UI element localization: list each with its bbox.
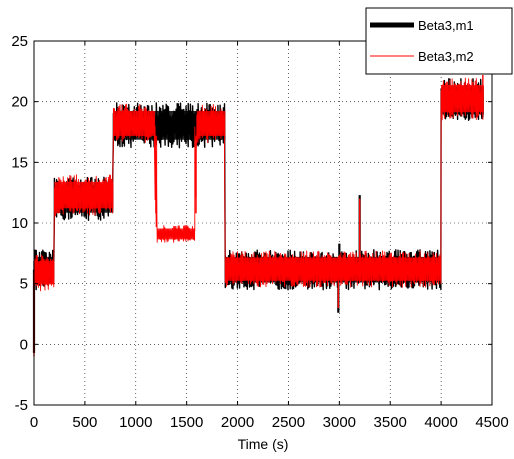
y-tick-label: 25	[11, 33, 28, 50]
series-band	[157, 228, 195, 240]
series-band	[441, 85, 484, 113]
y-tick-label: 20	[11, 94, 28, 111]
legend-label-series-1: Beta3,m1	[418, 18, 474, 33]
legend-box	[365, 7, 513, 75]
series-layer	[32, 74, 484, 357]
x-axis-title: Time (s)	[238, 436, 289, 452]
x-tick-label: 500	[72, 414, 97, 431]
legend-label-series-2: Beta3,m2	[418, 49, 474, 64]
x-tick-label: 3500	[374, 414, 407, 431]
y-tick-label: -5	[15, 397, 28, 414]
series-2	[33, 74, 484, 357]
series-band	[196, 111, 226, 136]
y-tick-label: 15	[11, 154, 28, 171]
y-tick-label: 10	[11, 215, 28, 232]
x-tick-label: 3000	[323, 414, 356, 431]
x-tick-label: 1500	[170, 414, 203, 431]
x-tick-label: 4000	[424, 414, 457, 431]
x-tick-label: 0	[30, 414, 38, 431]
legend: Beta3,m1 Beta3,m2	[365, 7, 513, 75]
series-band	[194, 135, 197, 214]
x-tick-label: 4500	[475, 414, 508, 431]
series-band	[225, 257, 442, 281]
series-band	[155, 135, 158, 214]
x-tick-label: 1000	[119, 414, 152, 431]
y-tick-label: 0	[20, 336, 28, 353]
x-tick-label: 2000	[221, 414, 254, 431]
x-tick-label: 2500	[272, 414, 305, 431]
series-band	[54, 181, 114, 209]
series-band	[34, 261, 55, 285]
series-band	[113, 111, 156, 136]
y-tick-label: 5	[20, 276, 28, 293]
ticks: 0 500 1000 1500 2000 2500 3000 3500 4000 4500-505…	[11, 33, 508, 431]
